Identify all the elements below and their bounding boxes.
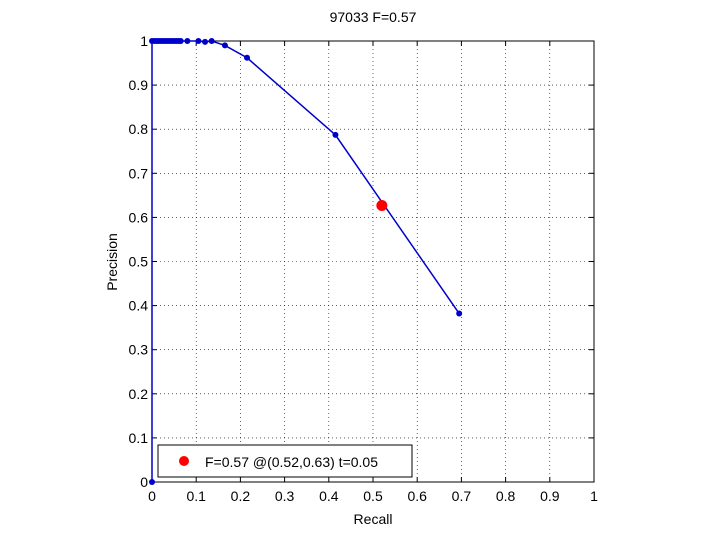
- x-tick-label: 0.2: [231, 488, 251, 504]
- y-tick-label: 1: [140, 33, 148, 49]
- x-tick-label: 0.6: [407, 488, 427, 504]
- data-point: [202, 38, 209, 45]
- data-point: [149, 479, 155, 485]
- series-layer: [149, 38, 463, 485]
- chart-title: 97033 F=0.57: [330, 9, 417, 25]
- y-tick-label: 0.6: [129, 209, 149, 225]
- y-tick-label: 0.9: [129, 77, 149, 93]
- x-tick-label: 0.5: [363, 488, 383, 504]
- y-tick-label: 0.3: [129, 342, 149, 358]
- x-tick-label: 0.9: [540, 488, 560, 504]
- y-tick-label: 0.1: [129, 430, 149, 446]
- x-tick-label: 0.4: [319, 488, 339, 504]
- legend-box: [157, 444, 413, 478]
- y-axis-label: Precision: [104, 233, 120, 291]
- x-tick-label: 0.7: [452, 488, 472, 504]
- x-tick-label: 1: [590, 488, 598, 504]
- y-tick-label: 0: [140, 474, 148, 490]
- x-tick-label: 0.1: [186, 488, 206, 504]
- y-tick-label: 0.2: [129, 386, 149, 402]
- grid: [152, 41, 594, 482]
- legend-text: F=0.57 @(0.52,0.63) t=0.05: [205, 454, 378, 470]
- x-tick-label: 0.3: [275, 488, 295, 504]
- x-tick-label: 0.8: [496, 488, 516, 504]
- data-point: [244, 54, 251, 61]
- y-tick-label: 0.4: [129, 298, 149, 314]
- x-axis-label: Recall: [354, 511, 393, 527]
- data-point: [184, 38, 191, 44]
- data-point: [332, 131, 339, 138]
- data-point: [221, 42, 228, 49]
- best-f-point: [376, 199, 388, 211]
- x-tick-label: 0: [148, 488, 156, 504]
- y-tick-label: 0.5: [129, 254, 149, 270]
- legend-marker: [179, 456, 189, 466]
- data-point: [208, 38, 215, 44]
- legend: F=0.57 @(0.52,0.63) t=0.05: [157, 444, 413, 478]
- tick-labels: 0 0.1 0.2 0.3 0.4 0.5 0.6 0.7 0.8 0.9 1 0 0.1 0.2 0.3 0…: [129, 33, 599, 504]
- highlight-layer: [376, 199, 388, 211]
- data-point: [456, 310, 463, 317]
- data-point: [177, 38, 184, 44]
- y-tick-label: 0.7: [129, 165, 149, 181]
- data-point: [195, 38, 202, 44]
- y-tick-label: 0.8: [129, 121, 149, 137]
